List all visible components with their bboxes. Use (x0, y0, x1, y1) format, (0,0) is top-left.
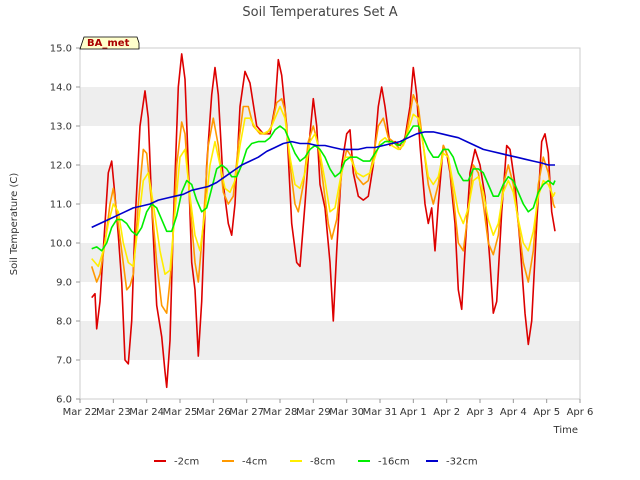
y-tick-label: 9.0 (56, 278, 72, 289)
y-tick-label: 14.0 (50, 83, 72, 94)
x-tick-label: Mar 23 (96, 407, 131, 418)
chart-title: Soil Temperatures Set A (242, 5, 397, 20)
legend-label: -16cm (378, 457, 410, 468)
x-tick-label: Mar 30 (329, 407, 364, 418)
station-label: BA_met (87, 38, 130, 49)
x-tick-label: Mar 27 (229, 407, 264, 418)
y-tick-label: 8.0 (56, 317, 72, 328)
y-axis-label: Soil Temperature (C) (9, 173, 20, 276)
x-tick-label: Apr 5 (533, 407, 560, 418)
x-tick-label: Apr 3 (467, 407, 494, 418)
grid-band (80, 165, 580, 204)
y-tick-label: 7.0 (56, 356, 72, 367)
y-tick-label: 13.0 (50, 122, 72, 133)
x-tick-label: Apr 4 (500, 407, 527, 418)
x-tick-label: Mar 28 (263, 407, 298, 418)
grid-bands (80, 87, 580, 360)
plot-frame (79, 47, 581, 400)
x-tick-label: Mar 24 (129, 407, 164, 418)
x-tick-label: Mar 29 (296, 407, 331, 418)
series-line-minus-32cm (91, 131, 555, 229)
legend-label: -8cm (310, 457, 335, 468)
series-lines (90, 53, 556, 389)
x-tick-label: Apr 6 (567, 407, 594, 418)
x-tick-label: Apr 1 (400, 407, 427, 418)
y-axis: 6.0 7.0 8.0 9.0 10.0 11.0 12.0 13.0 14.0 15.0 (50, 44, 80, 406)
x-tick-label: Mar 22 (63, 407, 98, 418)
x-axis-label: Time (553, 425, 578, 436)
series-line-minus-16cm (91, 125, 556, 252)
y-tick-label: 10.0 (50, 239, 72, 250)
x-tick-label: Apr 2 (433, 407, 460, 418)
y-tick-label: 15.0 (50, 44, 72, 55)
x-tick-label: Mar 25 (163, 407, 198, 418)
series-line-minus-8cm (91, 105, 556, 275)
series-line-minus-2cm (91, 53, 556, 389)
legend: -2cm -4cm -8cm -16cm -32cm (154, 457, 478, 468)
grid-band (80, 87, 580, 126)
x-tick-label: Mar 31 (363, 407, 398, 418)
y-tick-label: 11.0 (50, 200, 72, 211)
grid-band (80, 321, 580, 360)
y-tick-label: 12.0 (50, 161, 72, 172)
x-tick-label: Mar 26 (196, 407, 231, 418)
y-tick-label: 6.0 (56, 395, 72, 406)
legend-label: -4cm (242, 457, 267, 468)
station-badge: BA_met (79, 36, 140, 50)
legend-label: -32cm (446, 457, 478, 468)
legend-label: -2cm (174, 457, 199, 468)
